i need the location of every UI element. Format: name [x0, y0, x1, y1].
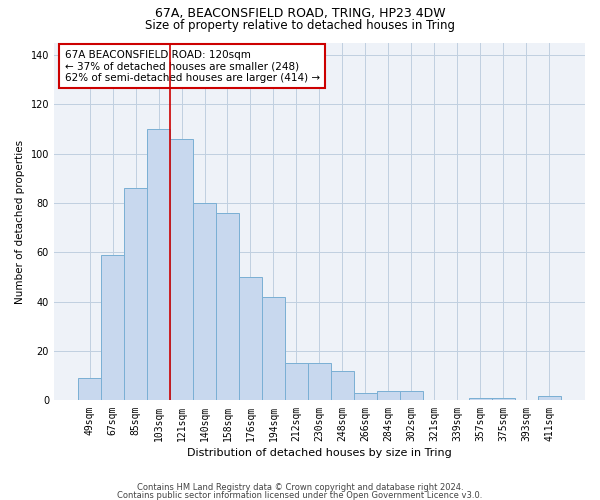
Bar — [193, 203, 216, 400]
Text: 67A BEACONSFIELD ROAD: 120sqm
← 37% of detached houses are smaller (248)
62% of : 67A BEACONSFIELD ROAD: 120sqm ← 37% of d… — [65, 50, 320, 83]
Y-axis label: Number of detached properties: Number of detached properties — [15, 140, 25, 304]
Bar — [170, 139, 193, 400]
Text: Contains HM Land Registry data © Crown copyright and database right 2024.: Contains HM Land Registry data © Crown c… — [137, 484, 463, 492]
Text: Contains public sector information licensed under the Open Government Licence v3: Contains public sector information licen… — [118, 490, 482, 500]
Bar — [147, 129, 170, 400]
Bar — [262, 297, 285, 401]
Bar — [538, 396, 561, 400]
Text: Size of property relative to detached houses in Tring: Size of property relative to detached ho… — [145, 18, 455, 32]
Bar — [469, 398, 492, 400]
Bar — [285, 364, 308, 401]
Bar — [308, 364, 331, 401]
Bar — [492, 398, 515, 400]
Bar — [331, 371, 354, 400]
Bar — [354, 393, 377, 400]
Bar — [400, 390, 423, 400]
Bar — [78, 378, 101, 400]
Text: 67A, BEACONSFIELD ROAD, TRING, HP23 4DW: 67A, BEACONSFIELD ROAD, TRING, HP23 4DW — [155, 8, 445, 20]
Bar — [377, 390, 400, 400]
X-axis label: Distribution of detached houses by size in Tring: Distribution of detached houses by size … — [187, 448, 452, 458]
Bar — [124, 188, 147, 400]
Bar — [101, 255, 124, 400]
Bar — [216, 213, 239, 400]
Bar — [239, 277, 262, 400]
